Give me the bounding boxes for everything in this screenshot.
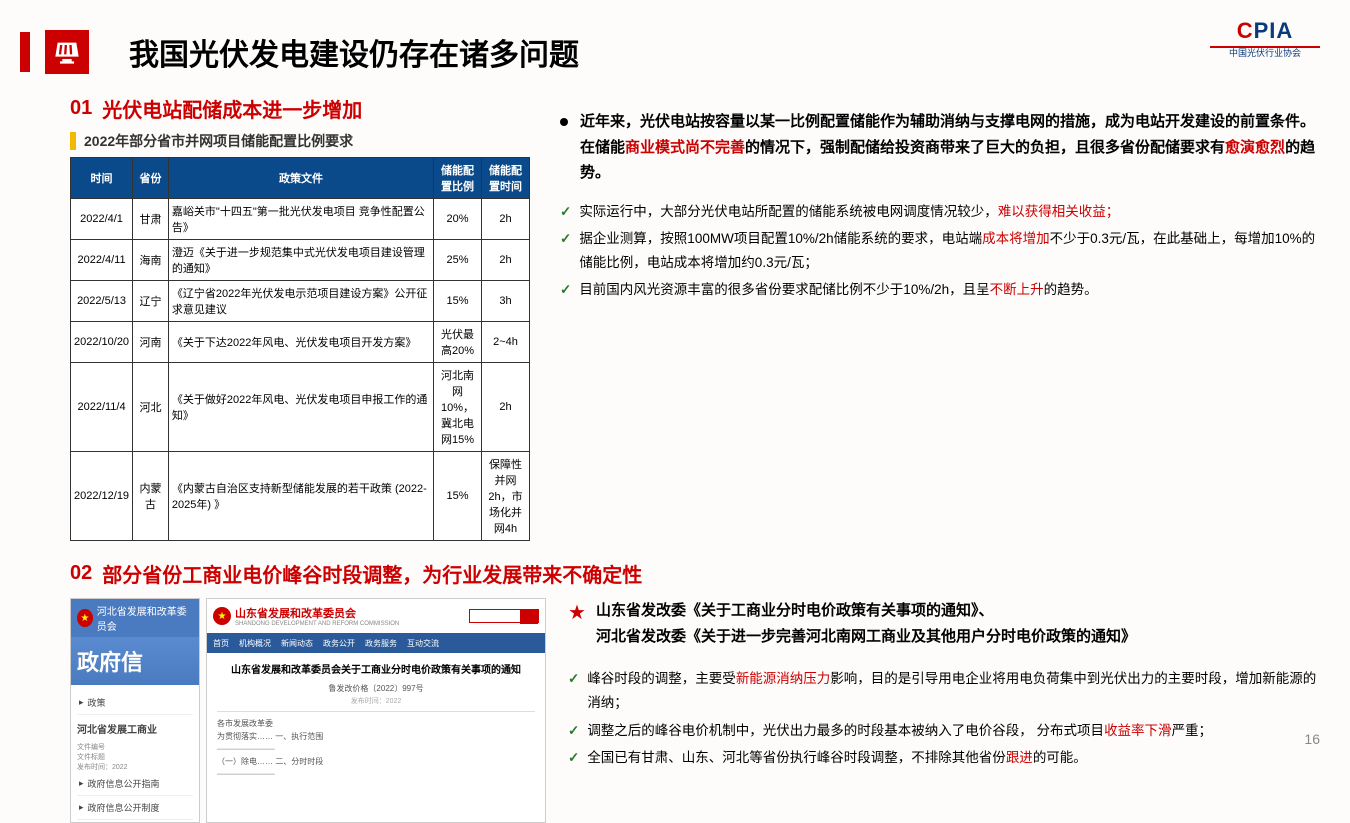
- table-cell: 2022/4/11: [71, 240, 133, 281]
- doc-title: 山东省发展和改革委员会关于工商业分时电价政策有关事项的通知: [217, 663, 535, 679]
- table-cell: 辽宁: [133, 281, 169, 322]
- check-2: ✓调整之后的峰谷电价机制中，光伏出力最多的时段基本被纳入了电价谷段， 分布式项目…: [568, 719, 1320, 743]
- check-icon: ✓: [568, 667, 579, 716]
- th-dur: 储能配置时间: [482, 158, 530, 199]
- th-prov: 省份: [133, 158, 169, 199]
- table-cell: 《辽宁省2022年光伏发电示范项目建设方案》公开征求意见建议: [168, 281, 433, 322]
- logo-text: CPIA: [1210, 18, 1320, 44]
- right-column-01: 近年来，光伏电站按容量以某一比例配置储能作为辅助消纳与支撑电网的措施，成为电站开…: [560, 94, 1320, 541]
- section-num: 02: [70, 562, 92, 585]
- check-icon: ✓: [560, 278, 571, 302]
- table-cell: 澄迈《关于进一步规范集中式光伏发电项目建设管理的通知》: [168, 240, 433, 281]
- table-cell: 海南: [133, 240, 169, 281]
- search-box: [469, 609, 539, 623]
- table-cell: 光伏最高20%: [434, 322, 482, 363]
- logo-subtitle: 中国光伏行业协会: [1210, 46, 1320, 59]
- emblem-icon: ★: [213, 607, 231, 625]
- subtitle-row: 2022年部分省市并网项目储能配置比例要求: [70, 131, 530, 151]
- star-icon: ★: [568, 600, 586, 625]
- check-icon: ✓: [568, 746, 579, 770]
- left-column: 01 光伏电站配储成本进一步增加 2022年部分省市并网项目储能配置比例要求 时…: [70, 94, 530, 541]
- logo: CPIA 中国光伏行业协会: [1210, 18, 1320, 59]
- table-cell: 2022/5/13: [71, 281, 133, 322]
- thumb-big: 政府信: [71, 637, 199, 685]
- section-num: 01: [70, 97, 92, 120]
- page-number: 16: [1304, 731, 1320, 747]
- table-cell: 甘肃: [133, 199, 169, 240]
- thumb-hebei: ★河北省发展和改革委员会 政府信 ▸政策 河北省发展工商业 文件编号文件标题发布…: [70, 598, 200, 823]
- star-row: ★ 山东省发改委《关于工商业分时电价政策有关事项的通知》、河北省发改委《关于进一…: [568, 598, 1320, 649]
- bullet-dot-icon: [560, 118, 568, 126]
- table-cell: 2022/12/19: [71, 452, 133, 541]
- table-cell: 河南: [133, 322, 169, 363]
- table-cell: 2022/10/20: [71, 322, 133, 363]
- icon-box: [45, 30, 89, 74]
- check-1: ✓峰谷时段的调整，主要受新能源消纳压力影响，目的是引导用电企业将用电负荷集中到光…: [568, 667, 1320, 716]
- check-2: ✓据企业测算，按照100MW项目配置10%/2h储能系统的要求，电站端成本将增加…: [560, 227, 1320, 276]
- check-icon: ✓: [568, 719, 579, 743]
- section-02-heading: 02 部分省份工商业电价峰谷时段调整，为行业发展带来不确定性: [70, 559, 1320, 588]
- table-cell: 《内蒙古自治区支持新型储能发展的若干政策 (2022-2025年) 》: [168, 452, 433, 541]
- table-cell: 2022/11/4: [71, 363, 133, 452]
- emblem-icon: ★: [77, 609, 93, 627]
- table-cell: 2h: [482, 363, 530, 452]
- policy-table: 时间 省份 政策文件 储能配置比例 储能配置时间 2022/4/1甘肃嘉峪关市"…: [70, 157, 530, 541]
- right-column-02: ★ 山东省发改委《关于工商业分时电价政策有关事项的通知》、河北省发改委《关于进一…: [568, 598, 1320, 823]
- section-title: 光伏电站配储成本进一步增加: [102, 94, 362, 123]
- thumbnails: ★河北省发展和改革委员会 政府信 ▸政策 河北省发展工商业 文件编号文件标题发布…: [70, 598, 550, 823]
- check-1: ✓实际运行中，大部分光伏电站所配置的储能系统被电网调度情况较少，难以获得相关收益…: [560, 200, 1320, 224]
- yellow-bar: [70, 132, 76, 150]
- bullet-text: 近年来，光伏电站按容量以某一比例配置储能作为辅助消纳与支撑电网的措施，成为电站开…: [580, 109, 1320, 186]
- th-time: 时间: [71, 158, 133, 199]
- section-01-heading: 01 光伏电站配储成本进一步增加: [70, 94, 530, 123]
- table-cell: 2022/4/1: [71, 199, 133, 240]
- table-cell: 《关于下达2022年风电、光伏发电项目开发方案》: [168, 322, 433, 363]
- section-02: 02 部分省份工商业电价峰谷时段调整，为行业发展带来不确定性 ★河北省发展和改革…: [0, 541, 1350, 823]
- table-cell: 河北南网10%，冀北电网15%: [434, 363, 482, 452]
- header: 我国光伏发电建设仍存在诸多问题: [0, 0, 1350, 94]
- check-icon: ✓: [560, 227, 571, 276]
- table-cell: 20%: [434, 199, 482, 240]
- table-cell: 2~4h: [482, 322, 530, 363]
- th-doc: 政策文件: [168, 158, 433, 199]
- table-cell: 保障性并网2h，市场化并网4h: [482, 452, 530, 541]
- accent-bar: [20, 32, 30, 72]
- table-cell: 2h: [482, 240, 530, 281]
- table-cell: 嘉峪关市"十四五"第一批光伏发电项目 竞争性配置公告》: [168, 199, 433, 240]
- table-cell: 15%: [434, 452, 482, 541]
- table-cell: 15%: [434, 281, 482, 322]
- table-cell: 2h: [482, 199, 530, 240]
- check-3: ✓目前国内风光资源丰富的很多省份要求配储比例不少于10%/2h，且呈不断上升的趋…: [560, 278, 1320, 302]
- check-icon: ✓: [560, 200, 571, 224]
- table-cell: 河北: [133, 363, 169, 452]
- th-ratio: 储能配置比例: [434, 158, 482, 199]
- table-cell: 内蒙古: [133, 452, 169, 541]
- bullet-1: 近年来，光伏电站按容量以某一比例配置储能作为辅助消纳与支撑电网的措施，成为电站开…: [560, 109, 1320, 186]
- thumb-shandong: ★山东省发展和改革委员会SHANDONG DEVELOPMENT AND REF…: [206, 598, 546, 823]
- section-title: 部分省份工商业电价峰谷时段调整，为行业发展带来不确定性: [102, 559, 642, 588]
- table-subtitle: 2022年部分省市并网项目储能配置比例要求: [84, 131, 353, 151]
- table-cell: 《关于做好2022年风电、光伏发电项目申报工作的通知》: [168, 363, 433, 452]
- solar-panel-icon: [53, 38, 81, 66]
- check-3: ✓全国已有甘肃、山东、河北等省份执行峰谷时段调整，不排除其他省份跟进的可能。: [568, 746, 1320, 770]
- page-title: 我国光伏发电建设仍存在诸多问题: [129, 30, 579, 74]
- navbar: 首页机构概况新闻动态政务公开政务服务互动交流: [207, 633, 545, 653]
- table-cell: 3h: [482, 281, 530, 322]
- table-cell: 25%: [434, 240, 482, 281]
